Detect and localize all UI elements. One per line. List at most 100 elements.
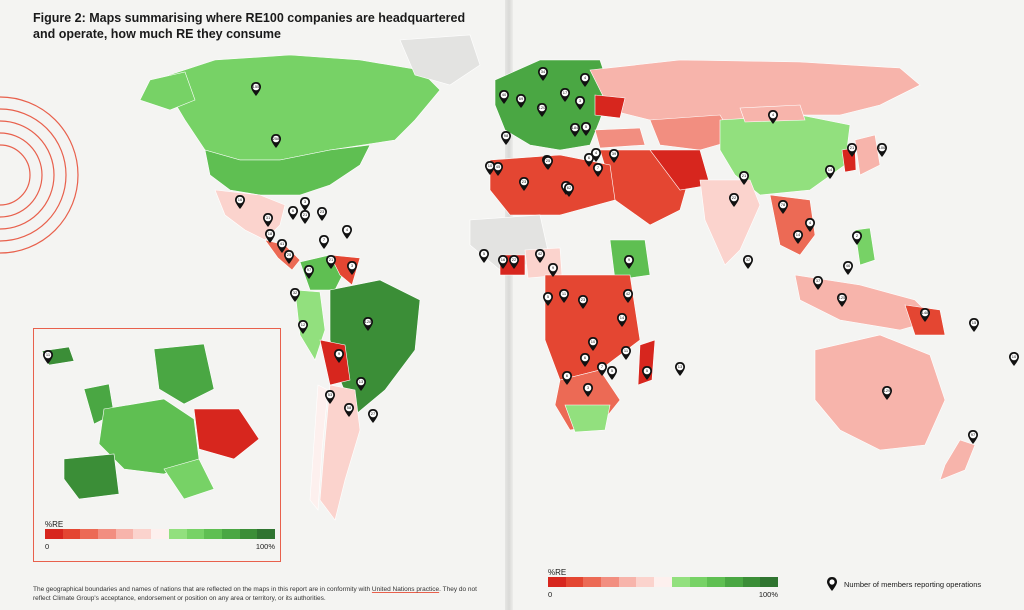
map-pin: 34: [537, 66, 549, 82]
map-pin-count: 32: [745, 257, 751, 262]
footnote-text-1: The geographical boundaries and names of…: [33, 586, 372, 593]
map-pin-count: 5: [546, 294, 550, 299]
legend-swatch: [689, 577, 708, 587]
map-pin: 4: [767, 109, 779, 125]
map-pin: 62: [563, 182, 575, 198]
map-pin: 11: [42, 349, 54, 365]
map-pin: 25: [542, 155, 554, 171]
east-europe-inset: [193, 408, 260, 460]
map-pin: 4: [804, 217, 816, 233]
map-pin: 5: [542, 291, 554, 307]
map-pin-count: 6: [587, 155, 591, 160]
legend-swatch: [707, 577, 725, 587]
map-pin: 14: [616, 312, 628, 328]
map-pin-count: 42: [537, 251, 543, 256]
map-pin-count: 27: [370, 411, 376, 416]
legend-swatch: [654, 577, 672, 587]
map-pin-count: 3: [586, 385, 590, 390]
legend-right-max: 100%: [758, 590, 778, 599]
map-pin-count: 15: [971, 320, 977, 325]
map-pin: 21: [299, 209, 311, 225]
map-pin: 3: [299, 196, 311, 212]
legend-swatch: [601, 577, 619, 587]
map-pin: 9: [623, 254, 635, 270]
legend-swatch: [168, 529, 187, 539]
chile-region: [309, 384, 329, 511]
map-pin-count: 14: [619, 315, 625, 320]
map-pin-count: 78: [780, 202, 786, 207]
legend-swatch: [62, 529, 81, 539]
map-pin-count: 45: [495, 164, 501, 169]
map-pin-count: 148: [921, 310, 929, 315]
map-pin-count: 21: [328, 257, 334, 262]
map-pin: 21: [846, 142, 858, 158]
map-pin: 6: [579, 352, 591, 368]
map-pin: 3: [582, 382, 594, 398]
map-pin-count: 155: [252, 84, 260, 89]
map-pin-count: 3: [303, 199, 307, 204]
map-pin-count: 5: [584, 124, 588, 129]
map-pin: 21: [738, 170, 750, 186]
book-spine: [505, 0, 513, 610]
legend-swatch: [80, 529, 99, 539]
map-pin-count: 18: [267, 231, 273, 236]
map-pin-count: 6: [565, 373, 569, 378]
footnote-text-2: . They do not reflect Climate Group's ac…: [33, 586, 477, 602]
alaska-region: [139, 71, 196, 111]
map-pin-count: 13: [358, 379, 364, 384]
map-pin-count: 14: [827, 167, 833, 172]
map-pin-count: 58: [346, 405, 352, 410]
map-pin: 11: [620, 345, 632, 361]
map-pin: 155: [250, 81, 262, 97]
un-practice-link[interactable]: United Nations practice: [371, 586, 440, 593]
map-pin: 97: [303, 264, 315, 280]
map-pin-count: 4: [345, 227, 349, 232]
map-pin-count: 13: [677, 364, 683, 369]
map-pin: 98: [500, 130, 512, 146]
figure-title: Figure 2: Maps summarising where RE100 c…: [33, 11, 466, 41]
map-pin-count: 22: [511, 257, 517, 262]
map-pin-count: 6: [583, 355, 587, 360]
legend-left-max: 100%: [255, 542, 275, 551]
map-pin: 41: [276, 238, 288, 254]
map-pin-count: 34: [540, 69, 546, 74]
map-pin-count: 5: [610, 368, 614, 373]
legend-swatch: [257, 529, 275, 539]
legend-right-label: %RE: [548, 568, 567, 577]
map-pin: 129: [881, 385, 893, 401]
map-pin: 17: [559, 87, 571, 103]
map-pin-count: 4: [583, 75, 587, 80]
legend-left-min: 0: [45, 542, 50, 551]
map-pin: 21: [325, 254, 337, 270]
legend-swatch: [221, 529, 240, 539]
turkey-region: [594, 127, 646, 149]
map-pin: 120: [536, 102, 548, 118]
map-pin-count: 2: [855, 233, 859, 238]
legend-swatch: [115, 529, 134, 539]
pin-legend: Number of members reporting operations: [826, 576, 981, 592]
map-pin-count: 37: [815, 278, 821, 283]
legend-left-label: %RE: [45, 520, 64, 529]
map-pin: 106: [876, 142, 888, 158]
legend-swatch: [565, 577, 584, 587]
map-pin: 14: [792, 229, 804, 245]
map-pin-count: 21: [849, 145, 855, 150]
legend-right-bar: [548, 577, 778, 587]
map-pin: 2: [851, 230, 863, 246]
map-pin: 5: [580, 121, 592, 137]
map-pin-count: 21: [741, 173, 747, 178]
china-region: [719, 114, 851, 196]
map-pin-count: 23: [319, 209, 325, 214]
map-pin: 46: [842, 260, 854, 276]
map-pin: 128: [362, 316, 374, 332]
map-pin-count: 40: [501, 92, 507, 97]
map-pin: 69: [515, 93, 527, 109]
map-pin-count: 32: [292, 290, 298, 295]
map-pin-count: 39: [611, 151, 617, 156]
map-pin-count: 9: [337, 351, 341, 356]
decorative-arcs: [0, 96, 79, 254]
map-pin: 9: [333, 348, 345, 364]
map-pin: 10: [484, 160, 496, 176]
iberia-inset: [63, 453, 120, 500]
